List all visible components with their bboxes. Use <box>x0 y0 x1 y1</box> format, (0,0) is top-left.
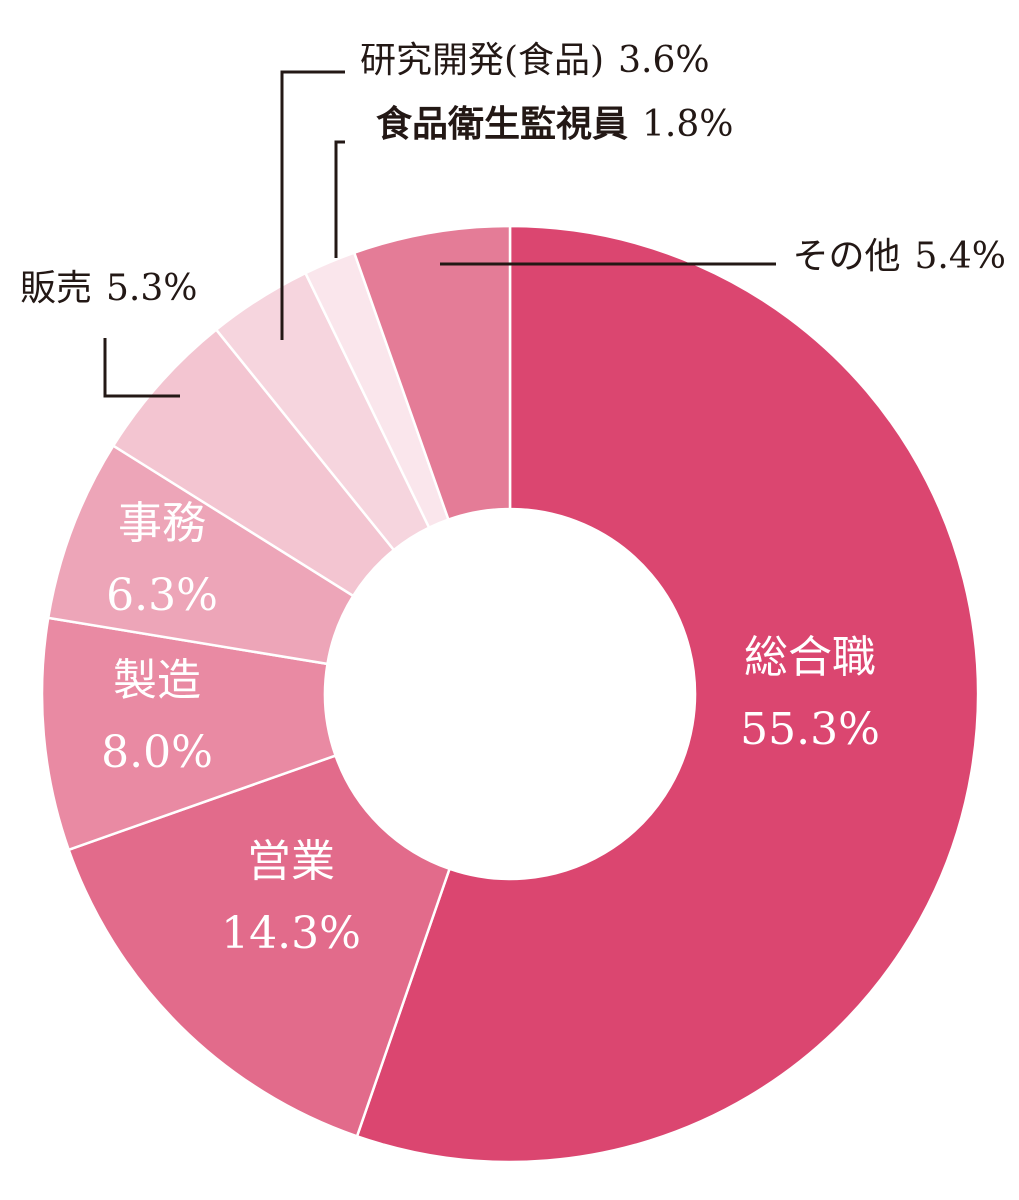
slice-value-label: 55.3% <box>740 704 880 755</box>
slice-name-label: 製造 <box>113 655 201 706</box>
slice-outside-label: その他 5.4% <box>793 236 1006 277</box>
slices-group <box>40 224 980 1164</box>
slice-value-label: 6.3% <box>106 570 218 621</box>
slice-value-label: 8.0% <box>101 727 213 778</box>
leader-line <box>280 70 345 340</box>
slice-value-label: 5.3% <box>106 268 197 309</box>
leader-line <box>334 140 345 258</box>
leader-lines-group <box>103 70 776 398</box>
slice-2 <box>40 616 338 852</box>
slice-value-label: 5.4% <box>915 236 1006 277</box>
slice-name-label: 研究開発(食品) <box>360 40 604 81</box>
leader-line <box>103 338 180 398</box>
slice-name-label: その他 <box>793 236 901 277</box>
slice-name-label: 総合職 <box>744 632 876 683</box>
slice-outside-label: 販売 5.3% <box>20 268 197 309</box>
slice-outside-label: 研究開発(食品) 3.6% <box>360 40 710 81</box>
slice-name-label: 営業 <box>247 836 335 887</box>
slice-7 <box>352 224 512 522</box>
slice-outside-label: 食品衛生監視員 1.8% <box>376 104 733 145</box>
slice-name-label: 販売 <box>20 268 92 309</box>
slice-value-label: 1.8% <box>642 104 733 145</box>
slice-name-label: 事務 <box>118 498 206 549</box>
slice-0 <box>355 224 980 1164</box>
slice-name-label: 食品衛生監視員 <box>376 104 628 145</box>
slice-value-label: 14.3% <box>221 908 361 959</box>
slice-value-label: 3.6% <box>618 40 709 81</box>
labels-group: 総合職 55.3% 営業 14.3% 製造 8.0% 事務 6.3% 販売 5.3% 研究開発(食品… <box>20 40 1006 959</box>
slice-1 <box>67 753 452 1138</box>
